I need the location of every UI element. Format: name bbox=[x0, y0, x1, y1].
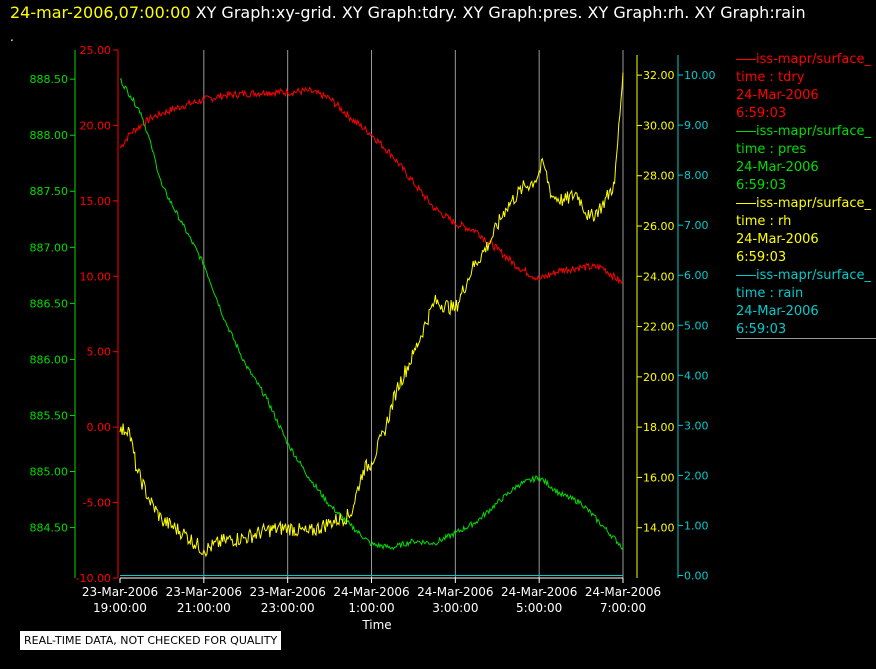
pres-tick-label: 884.50 bbox=[30, 522, 69, 535]
legend-line2: time : rain bbox=[736, 286, 804, 301]
rain-tick-label: 6.00 bbox=[684, 269, 709, 282]
legend-line3: 24-Mar-2006 bbox=[736, 304, 819, 319]
tdry-tick-label: 15.00 bbox=[80, 195, 112, 208]
legend-entry-pres[interactable]: iss-mapr/surface_time : pres 24-Mar-2006 6… bbox=[736, 123, 876, 195]
x-tick-label: 24-Mar-2006 bbox=[417, 585, 493, 599]
legend-line4: 6:59:03 bbox=[736, 106, 787, 121]
x-tick-label: 21:00:00 bbox=[177, 601, 231, 615]
pres-tick-label: 888.50 bbox=[30, 73, 69, 86]
legend-title-text: iss-mapr/surface_ bbox=[756, 124, 872, 139]
x-tick-label: 5:00:00 bbox=[516, 601, 562, 615]
rh-tick-label: 22.00 bbox=[643, 321, 675, 334]
x-tick-label: 3:00:00 bbox=[432, 601, 478, 615]
legend-title-text: iss-mapr/surface_ bbox=[756, 52, 872, 67]
rh-tick-label: 26.00 bbox=[643, 220, 675, 233]
tdry-tick-label: 5.00 bbox=[87, 346, 112, 359]
x-tick-label: 1:00:00 bbox=[348, 601, 394, 615]
rh-tick-label: 20.00 bbox=[643, 371, 675, 384]
legend-entry-rh[interactable]: iss-mapr/surface_time : rh 24-Mar-2006 6:5… bbox=[736, 195, 876, 267]
rain-tick-label: 5.00 bbox=[684, 319, 709, 332]
pres-tick-label: 887.00 bbox=[30, 241, 69, 254]
timestamp: 24-mar-2006,07:00:00 bbox=[10, 3, 191, 22]
legend-line4: 6:59:03 bbox=[736, 250, 787, 265]
tdry-tick-label: 10.00 bbox=[80, 270, 112, 283]
legend-line2: time : pres bbox=[736, 142, 807, 157]
tdry-tick-label: -5.00 bbox=[83, 497, 111, 510]
rh-tick-label: 30.00 bbox=[643, 119, 675, 132]
legend-entry-tdry[interactable]: iss-mapr/surface_time : tdry 24-Mar-2006 6… bbox=[736, 51, 876, 123]
graph-tabs[interactable]: XY Graph:xy-grid. XY Graph:tdry. XY Grap… bbox=[195, 3, 806, 22]
tdry-series-line bbox=[119, 86, 623, 285]
x-tick-label: 24-Mar-2006 bbox=[333, 585, 409, 599]
legend-line3: 24-Mar-2006 bbox=[736, 232, 819, 247]
legend-series-title: iss-mapr/surface_ bbox=[736, 195, 876, 213]
rain-tick-label: 2.00 bbox=[684, 469, 709, 482]
x-tick-label: 23:00:00 bbox=[261, 601, 315, 615]
legend-title-text: iss-mapr/surface_ bbox=[756, 196, 872, 211]
legend-series-title: iss-mapr/surface_ bbox=[736, 123, 876, 141]
rh-tick-label: 18.00 bbox=[643, 421, 675, 434]
pres-tick-label: 888.00 bbox=[30, 129, 69, 142]
rain-tick-label: 7.00 bbox=[684, 219, 709, 232]
rain-tick-label: 9.00 bbox=[684, 119, 709, 132]
x-tick-label: 23-Mar-2006 bbox=[249, 585, 325, 599]
status-dot: . bbox=[10, 30, 14, 44]
legend-line-swatch bbox=[736, 59, 756, 60]
legend-series-title: iss-mapr/surface_ bbox=[736, 51, 876, 69]
legend-line-swatch bbox=[736, 275, 756, 276]
legend-entry-rain[interactable]: iss-mapr/surface_time : rain 24-Mar-2006 6… bbox=[736, 267, 876, 339]
rain-tick-label: 4.00 bbox=[684, 369, 709, 382]
rain-tick-label: 8.00 bbox=[684, 169, 709, 182]
rain-tick-label: 1.00 bbox=[684, 519, 709, 532]
legend-line2: time : rh bbox=[736, 214, 792, 229]
tdry-tick-label: -10.00 bbox=[76, 572, 111, 585]
rh-tick-label: 32.00 bbox=[643, 69, 675, 82]
legend-line2: time : tdry bbox=[736, 70, 805, 85]
pres-tick-label: 885.50 bbox=[30, 409, 69, 422]
rain-tick-label: 3.00 bbox=[684, 419, 709, 432]
legend-series-title: iss-mapr/surface_ bbox=[736, 267, 876, 285]
x-tick-label: 7:00:00 bbox=[600, 601, 646, 615]
legend-line-swatch bbox=[736, 203, 756, 204]
x-tick-label: 24-Mar-2006 bbox=[501, 585, 577, 599]
rain-tick-label: 10.00 bbox=[684, 69, 716, 82]
window-title: 24-mar-2006,07:00:00 XY Graph:xy-grid. X… bbox=[10, 3, 806, 22]
rh-tick-label: 14.00 bbox=[643, 522, 675, 535]
pres-tick-label: 886.00 bbox=[30, 353, 69, 366]
x-tick-label: 24-Mar-2006 bbox=[585, 585, 661, 599]
tdry-tick-label: 0.00 bbox=[87, 421, 112, 434]
x-tick-label: 23-Mar-2006 bbox=[166, 585, 242, 599]
pres-series-line bbox=[119, 78, 624, 551]
legend-line4: 6:59:03 bbox=[736, 178, 787, 193]
legend-line3: 24-Mar-2006 bbox=[736, 88, 819, 103]
rh-tick-label: 24.00 bbox=[643, 270, 675, 283]
quality-disclaimer: REAL-TIME DATA, NOT CHECKED FOR QUALITY bbox=[20, 631, 282, 650]
rh-series-line bbox=[119, 72, 624, 558]
rh-tick-label: 16.00 bbox=[643, 471, 675, 484]
x-tick-label: 23-Mar-2006 bbox=[82, 585, 158, 599]
pres-tick-label: 886.50 bbox=[30, 297, 69, 310]
rain-tick-label: 0.00 bbox=[684, 569, 709, 582]
pres-tick-label: 887.50 bbox=[30, 185, 69, 198]
legend-line3: 24-Mar-2006 bbox=[736, 160, 819, 175]
rh-tick-label: 28.00 bbox=[643, 170, 675, 183]
pres-tick-label: 885.00 bbox=[30, 466, 69, 479]
legend-separator bbox=[736, 338, 876, 339]
legend-title-text: iss-mapr/surface_ bbox=[756, 268, 872, 283]
x-axis-title: Time bbox=[361, 618, 391, 632]
legend-line4: 6:59:03 bbox=[736, 322, 787, 337]
legend-line-swatch bbox=[736, 131, 756, 132]
tdry-tick-label: 25.00 bbox=[80, 44, 112, 57]
x-tick-label: 19:00:00 bbox=[93, 601, 147, 615]
tdry-tick-label: 20.00 bbox=[80, 119, 112, 132]
